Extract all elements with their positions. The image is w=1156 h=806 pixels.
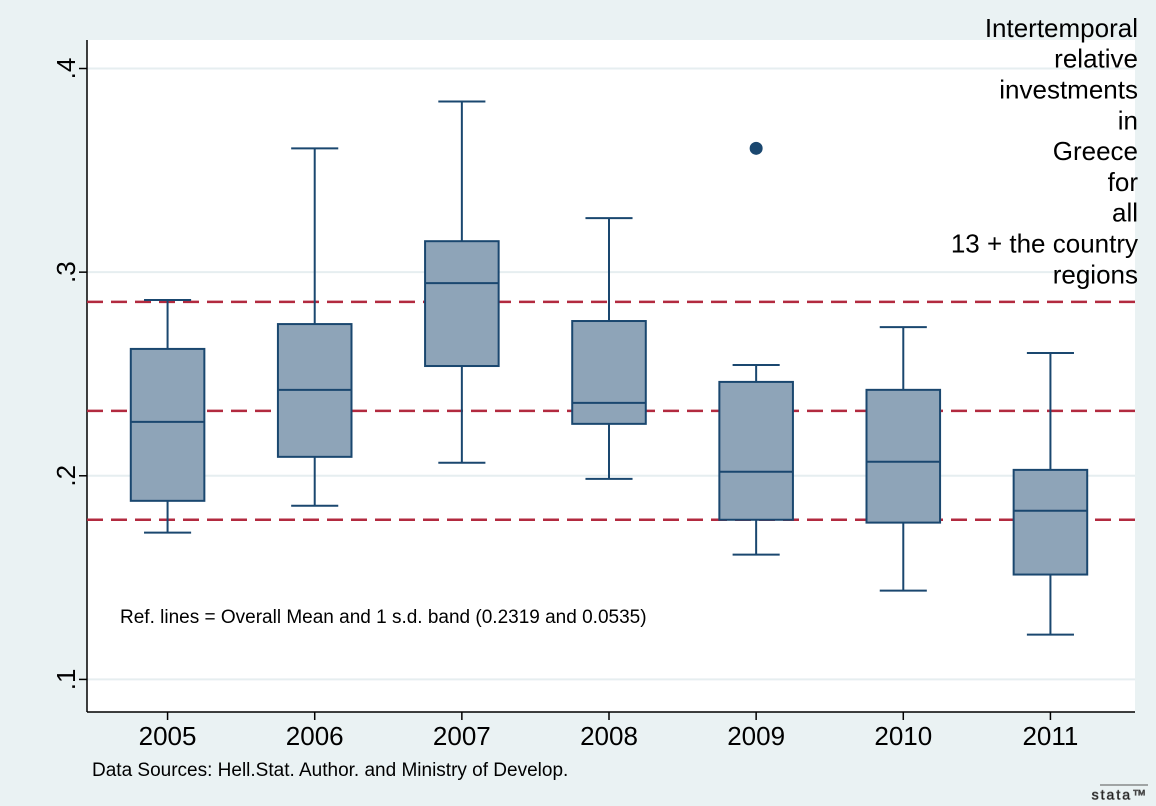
y-tick-label: .1 [51, 669, 81, 691]
box [1012, 468, 1089, 576]
x-tick-label: 2009 [727, 721, 785, 751]
x-tick-label: 2007 [433, 721, 491, 751]
chart-title: Greece [1053, 136, 1138, 166]
x-tick-label: 2011 [1022, 721, 1078, 751]
outlier [749, 141, 763, 155]
y-tick-label: .4 [51, 58, 81, 80]
box [424, 240, 500, 368]
x-tick-label: 2006 [286, 721, 344, 751]
chart-title: relative [1054, 44, 1138, 74]
chart-title: regions [1053, 259, 1138, 289]
chart-title: 13 + the country [951, 228, 1138, 258]
chart-title: investments [999, 74, 1138, 104]
x-tick-label: 2010 [874, 721, 932, 751]
y-tick-label: .3 [51, 261, 81, 283]
chart-title: Intertemporal [985, 13, 1138, 43]
chart-title: all [1112, 198, 1138, 228]
note: Data Sources: Hell.Stat. Author. and Min… [92, 760, 568, 781]
chart-title: for [1108, 167, 1139, 197]
annotation: Ref. lines = Overall Mean and 1 s.d. ban… [120, 607, 647, 628]
chart-title: in [1118, 105, 1138, 135]
box [718, 380, 794, 521]
y-tick-label: .2 [51, 465, 81, 487]
x-tick-label: 2005 [139, 721, 197, 751]
box [865, 388, 942, 524]
box [571, 320, 647, 425]
x-tick-label: 2008 [580, 721, 638, 751]
box [129, 347, 206, 502]
logo: stata™ [1092, 787, 1148, 803]
